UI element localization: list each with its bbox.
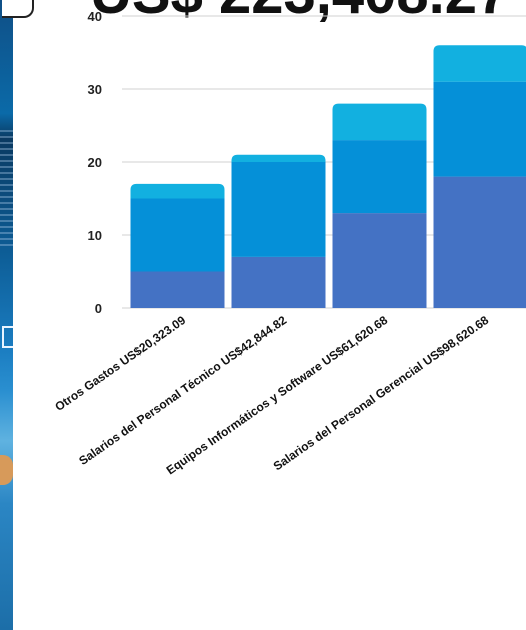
bar-segment xyxy=(130,271,225,308)
bar-segment xyxy=(231,162,326,257)
y-tick-label: 10 xyxy=(88,228,102,243)
bar-segment xyxy=(332,213,427,308)
corner-frame xyxy=(2,0,34,18)
bar-segment xyxy=(231,154,326,162)
bar-segment xyxy=(433,81,526,177)
bar-segment xyxy=(130,198,225,272)
x-category-label: Salarios del Personal Gerencial US$98,62… xyxy=(271,313,492,473)
bars xyxy=(130,45,526,308)
y-tick-label: 40 xyxy=(88,9,102,24)
bar-segment xyxy=(433,45,526,82)
y-tick-label: 20 xyxy=(88,155,102,170)
bar-segment xyxy=(332,103,427,141)
bar-segment xyxy=(231,256,326,308)
bar-segment xyxy=(130,183,225,199)
background-photo-strip xyxy=(0,0,13,630)
bar-segment xyxy=(433,176,526,308)
x-category-label: Salarios del Personal Técnico US$42,844.… xyxy=(76,313,289,468)
bar-segment xyxy=(332,140,427,214)
photo-detail xyxy=(0,130,13,250)
photo-detail xyxy=(0,455,13,485)
y-axis: 0 10 20 30 40 xyxy=(88,9,102,316)
x-category-label: Equipos Informáticos y Software US$61,62… xyxy=(164,313,391,478)
photo-detail xyxy=(2,326,13,348)
y-tick-label: 30 xyxy=(88,82,102,97)
chart-title: US$ 223,408.27 xyxy=(90,0,526,23)
y-tick-label: 0 xyxy=(95,301,102,316)
